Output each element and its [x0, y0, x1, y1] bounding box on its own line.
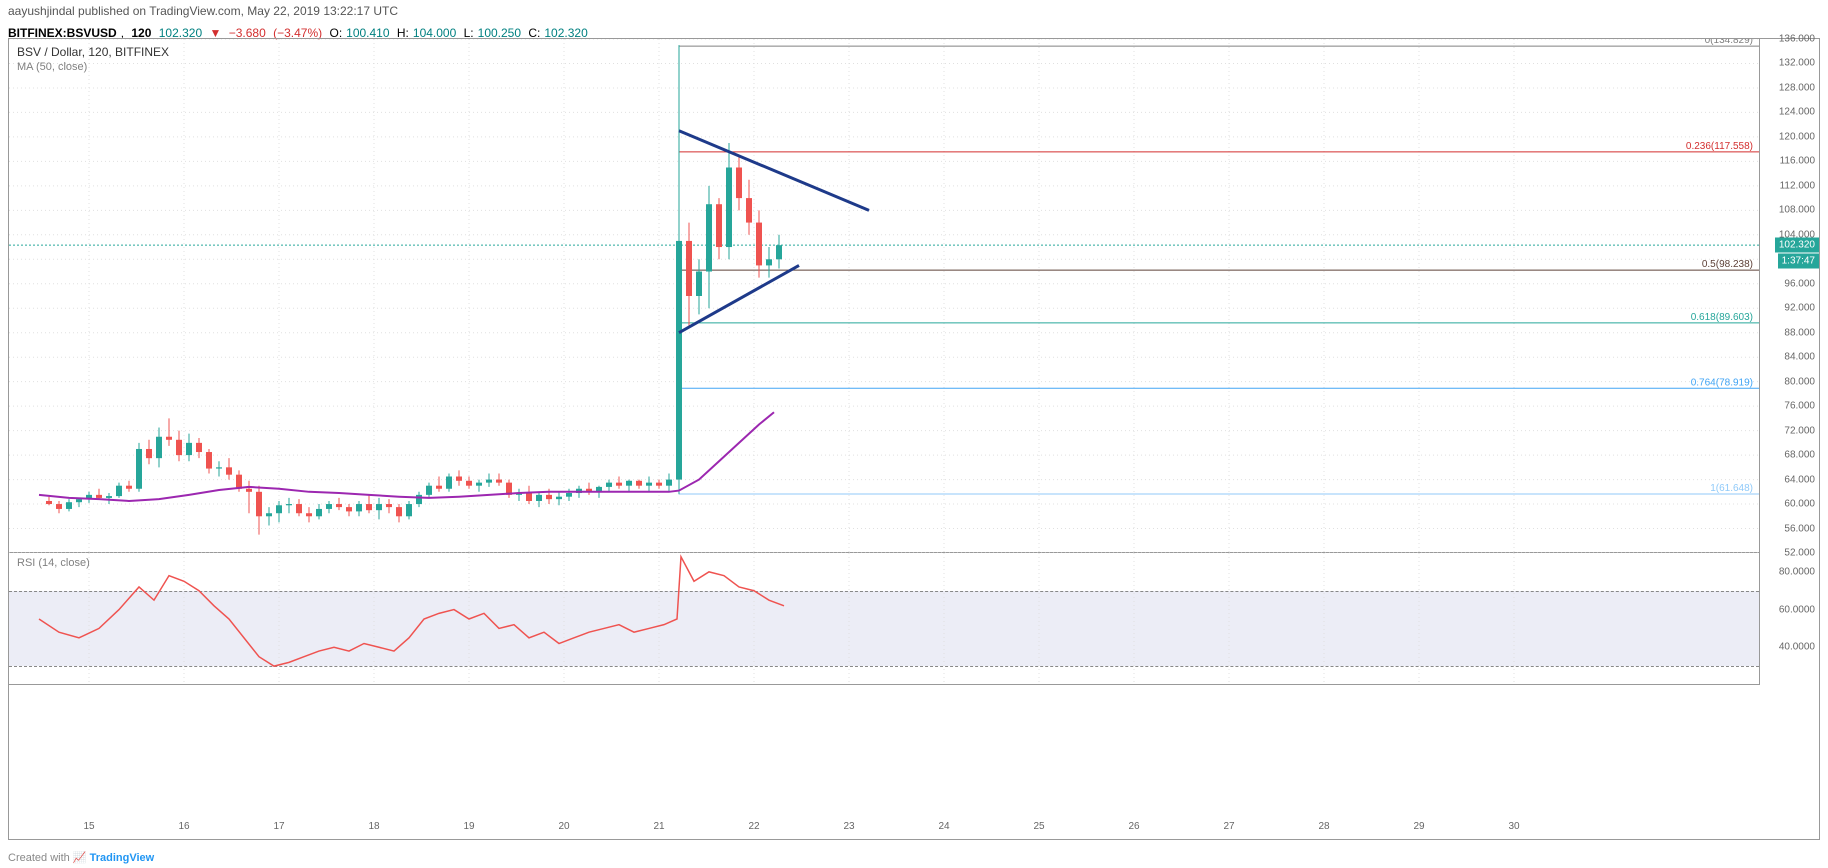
y-tick: 88.000	[1784, 327, 1815, 338]
y-tick: 96.000	[1784, 278, 1815, 289]
rsi-tick: 60.0000	[1779, 604, 1815, 615]
price-badge: 102.320	[1775, 238, 1819, 253]
y-tick: 116.000	[1780, 156, 1815, 167]
countdown-badge: 1:37:47	[1778, 254, 1819, 269]
y-tick: 64.000	[1784, 474, 1815, 485]
y-tick: 120.000	[1779, 131, 1815, 142]
y-tick: 92.000	[1784, 303, 1815, 314]
y-tick: 132.000	[1779, 58, 1815, 69]
y-tick: 56.000	[1784, 523, 1815, 534]
x-tick: 25	[1033, 821, 1044, 832]
footer-logo-text: TradingView	[90, 852, 155, 864]
chart-title: BSV / Dollar, 120, BITFINEX	[17, 45, 169, 59]
y-tick: 124.000	[1779, 107, 1815, 118]
publish-text: aayushjindal published on TradingView.co…	[8, 4, 398, 18]
x-tick: 26	[1128, 821, 1139, 832]
publish-header: aayushjindal published on TradingView.co…	[0, 0, 1828, 22]
svg-text:1(61.648): 1(61.648)	[1710, 483, 1753, 494]
x-tick: 16	[178, 821, 189, 832]
svg-text:0(134.829): 0(134.829)	[1705, 39, 1753, 46]
x-tick: 19	[463, 821, 474, 832]
x-tick: 28	[1318, 821, 1329, 832]
x-tick: 17	[273, 821, 284, 832]
y-tick: 128.000	[1779, 82, 1815, 93]
y-axis: 52.00056.00060.00064.00068.00072.00076.0…	[1759, 39, 1819, 553]
y-tick: 80.000	[1784, 376, 1815, 387]
rsi-y-axis: 40.0000 60.0000 80.0000	[1759, 553, 1819, 685]
svg-text:0.236(117.558): 0.236(117.558)	[1686, 141, 1753, 152]
rsi-tick: 40.0000	[1779, 642, 1815, 653]
x-tick: 18	[368, 821, 379, 832]
main-chart-svg: 0(134.829) 0.236(117.558) 0.5(98.238) 0.618…	[9, 39, 1759, 553]
svg-text:0.618(89.603): 0.618(89.603)	[1691, 312, 1753, 323]
x-tick: 23	[843, 821, 854, 832]
y-tick: 136.000	[1779, 34, 1815, 45]
footer: Created with 📈 TradingView	[8, 851, 154, 864]
y-tick: 76.000	[1784, 401, 1815, 412]
x-tick: 27	[1223, 821, 1234, 832]
x-tick: 22	[748, 821, 759, 832]
x-tick: 15	[83, 821, 94, 832]
y-tick: 112.000	[1780, 180, 1815, 191]
rsi-chart[interactable]: RSI (14, close)	[9, 553, 1759, 685]
ma-label: MA (50, close)	[17, 61, 87, 73]
chart-container: BSV / Dollar, 120, BITFINEX MA (50, clos…	[8, 38, 1820, 840]
y-tick: 68.000	[1784, 450, 1815, 461]
x-tick: 29	[1413, 821, 1424, 832]
svg-text:0.764(78.919): 0.764(78.919)	[1691, 377, 1753, 388]
footer-text: Created with	[8, 852, 70, 864]
y-tick: 72.000	[1784, 425, 1815, 436]
x-tick: 20	[558, 821, 569, 832]
rsi-label: RSI (14, close)	[17, 557, 90, 569]
main-chart[interactable]: BSV / Dollar, 120, BITFINEX MA (50, clos…	[9, 39, 1759, 553]
x-tick: 30	[1508, 821, 1519, 832]
time-axis: 15 16 17 18 19 20 21 22 23 24 25 26 27 28 29 30	[9, 817, 1759, 839]
y-tick: 108.000	[1779, 205, 1815, 216]
y-tick: 60.000	[1784, 499, 1815, 510]
svg-text:0.5(98.238): 0.5(98.238)	[1702, 259, 1753, 270]
rsi-chart-svg	[9, 553, 1759, 685]
y-tick: 84.000	[1784, 352, 1815, 363]
x-tick: 21	[653, 821, 664, 832]
x-tick: 24	[938, 821, 949, 832]
rsi-tick: 80.0000	[1779, 566, 1815, 577]
tradingview-logo-icon: 📈	[73, 852, 87, 864]
